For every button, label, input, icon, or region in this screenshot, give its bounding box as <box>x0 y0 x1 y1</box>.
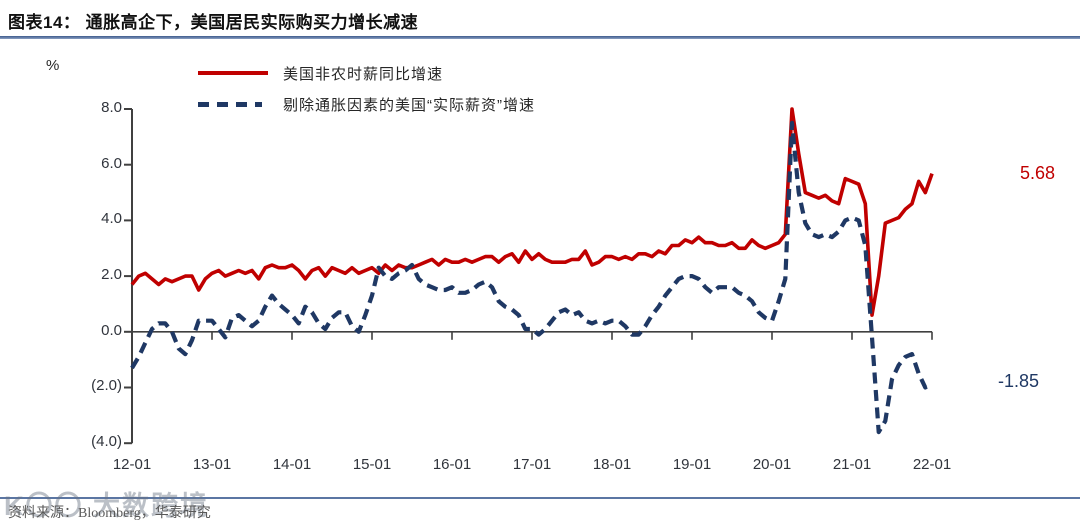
y-tick-label: 2.0 <box>101 266 122 283</box>
y-tick-label: 0.0 <box>101 322 122 339</box>
page-title: 图表14： 通胀高企下，美国居民实际购买力增长减速 <box>8 13 419 32</box>
x-tick-label: 20-01 <box>752 456 792 473</box>
legend-label-real: 剔除通胀因素的美国“实际薪资”增速 <box>283 97 535 114</box>
x-tick-label: 21-01 <box>832 456 872 473</box>
y-tick-label: 4.0 <box>101 210 122 227</box>
x-tick-label: 13-01 <box>192 456 232 473</box>
x-tick-label: 16-01 <box>432 456 472 473</box>
legend-label-nominal: 美国非农时薪同比增速 <box>283 66 444 83</box>
y-axis-unit-label: % <box>46 57 60 74</box>
end-value-nominal: 5.68 <box>1020 163 1056 183</box>
series-nominal-wage <box>130 107 934 317</box>
x-tick-label: 12-01 <box>112 456 152 473</box>
x-tick-label: 19-01 <box>672 456 712 473</box>
legend-swatch-real <box>198 102 262 107</box>
x-tick-label: 17-01 <box>512 456 552 473</box>
title-divider <box>0 36 1080 39</box>
x-tick-label: 18-01 <box>592 456 632 473</box>
source-note: 资料来源：Bloomberg，华泰研究 <box>8 506 211 521</box>
series-real-wage <box>130 120 934 435</box>
x-tick-label: 15-01 <box>352 456 392 473</box>
y-tick-label: (2.0) <box>91 377 122 394</box>
y-tick-label: 6.0 <box>101 155 122 172</box>
legend-swatch-nominal <box>198 71 268 75</box>
end-value-real: -1.85 <box>998 371 1040 391</box>
y-tick-label: (4.0) <box>91 433 122 450</box>
x-tick-label: 22-01 <box>912 456 952 473</box>
footer-divider <box>0 497 1080 499</box>
x-tick-label: 14-01 <box>272 456 312 473</box>
y-tick-label: 8.0 <box>101 99 122 116</box>
